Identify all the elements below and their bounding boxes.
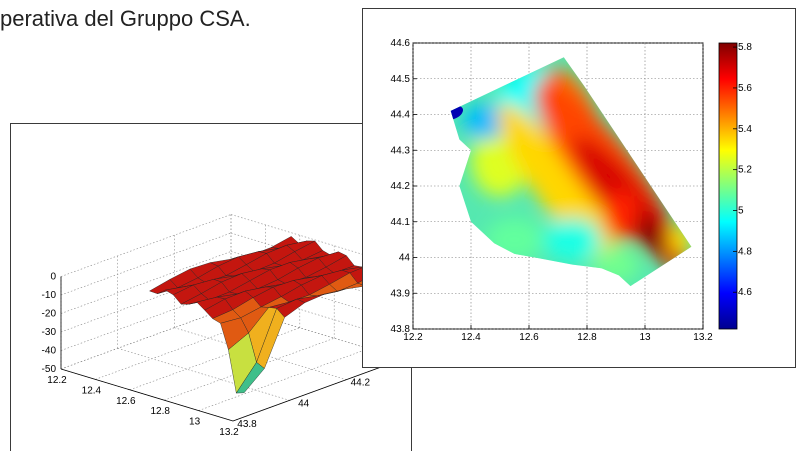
surface-plot-window: 12.212.412.612.81313.243.84444.244.40-10… bbox=[10, 123, 427, 451]
left-wall-gridline-z bbox=[60, 251, 232, 314]
surface-xtick-label: 12.4 bbox=[82, 385, 102, 396]
surface-ztick-label: -30 bbox=[42, 327, 57, 338]
left-wall-gridline-z bbox=[60, 306, 232, 370]
surface-ztick-label: -40 bbox=[42, 346, 57, 357]
surface-xtick-label: 12.2 bbox=[47, 375, 67, 386]
heatmap-ytick-label: 44.1 bbox=[391, 217, 411, 228]
surface-mesh bbox=[149, 236, 387, 394]
heatmap-ytick-label: 43.9 bbox=[391, 288, 411, 299]
surface-xtick-label: 12.8 bbox=[150, 406, 170, 417]
surface-axis-line bbox=[60, 368, 234, 422]
colorbar-tick-label: 5.8 bbox=[738, 42, 752, 53]
heatmap-ytick-label: 44.2 bbox=[391, 181, 411, 192]
colorbar-gradient bbox=[718, 42, 738, 330]
heatmap-xtick-label: 12.2 bbox=[403, 332, 423, 343]
heatmap-window: 12.2 12.4 12.6 12.8 13 13.2 43.8 43.9 44 44.1 44.2… bbox=[362, 8, 796, 368]
heatmap-ytick-label: 44.4 bbox=[391, 110, 411, 121]
heatmap-xtick-label: 13 bbox=[639, 332, 651, 343]
heatmap-xtick-label: 12.4 bbox=[461, 332, 481, 343]
floor-gridline-x bbox=[164, 337, 335, 401]
surface-facet bbox=[235, 362, 265, 394]
heatmap-ytick-label: 44.6 bbox=[391, 38, 411, 49]
colorbar-tick-label: 5.6 bbox=[738, 83, 752, 94]
colorbar-tick-label: 5 bbox=[738, 206, 744, 217]
colorbar-tick-label: 4.6 bbox=[738, 287, 752, 298]
heatmap-xtick-label: 13.2 bbox=[693, 332, 713, 343]
surface-ztick-label: 0 bbox=[50, 272, 56, 283]
heatmap-ytick-label: 44 bbox=[399, 253, 411, 264]
surface-plot: 12.212.412.612.81313.243.84444.244.40-10… bbox=[42, 214, 427, 438]
surface-ytick-label: 44.2 bbox=[351, 378, 371, 389]
surface-xtick-label: 13.2 bbox=[219, 427, 239, 438]
surface-ytick-label: 43.8 bbox=[237, 419, 257, 430]
heatmap-xtick-label: 12.6 bbox=[519, 332, 539, 343]
surface-xtick-label: 13 bbox=[189, 417, 201, 428]
floor-gridline-x bbox=[60, 306, 232, 370]
heatmap-plot: 12.2 12.4 12.6 12.8 13 13.2 43.8 43.9 44 44.1 44.2… bbox=[391, 38, 753, 343]
surface-xtick-label: 12.6 bbox=[116, 396, 136, 407]
surface-ytick-label: 44 bbox=[298, 398, 310, 409]
field-blob bbox=[462, 103, 509, 140]
colorbar-tick-label: 5.4 bbox=[738, 124, 752, 135]
header-text: perativa del Gruppo CSA. bbox=[0, 6, 251, 31]
heatmap-axis-ticks: 12.2 12.4 12.6 12.8 13 13.2 43.8 43.9 44 44.1 44.2… bbox=[391, 38, 714, 343]
heatmap-ytick-label: 43.8 bbox=[391, 324, 411, 335]
heatmap-xtick-label: 12.8 bbox=[577, 332, 597, 343]
heatmap-ytick-label: 44.3 bbox=[391, 145, 411, 156]
surface-ztick-label: -10 bbox=[42, 290, 57, 301]
colorbar-tick-label: 4.8 bbox=[738, 246, 752, 257]
heatmap-ytick-label: 44.5 bbox=[391, 74, 411, 85]
surface-axis-line bbox=[232, 358, 404, 422]
field-blobs bbox=[462, 68, 692, 283]
field-corner bbox=[450, 105, 464, 120]
floor-gridline-x bbox=[198, 348, 369, 411]
colorbar: 5.8 5.6 5.4 5.2 5 4.8 4.6 bbox=[718, 42, 752, 330]
field-blob bbox=[543, 218, 602, 262]
colorbar-tick-label: 5.2 bbox=[738, 165, 752, 176]
left-wall-gridline-z bbox=[60, 232, 232, 296]
surface-ztick-label: -50 bbox=[42, 364, 57, 375]
surface-ztick-label: -20 bbox=[42, 309, 57, 320]
field-blob bbox=[604, 189, 640, 240]
left-wall-gridline-z bbox=[60, 214, 232, 277]
